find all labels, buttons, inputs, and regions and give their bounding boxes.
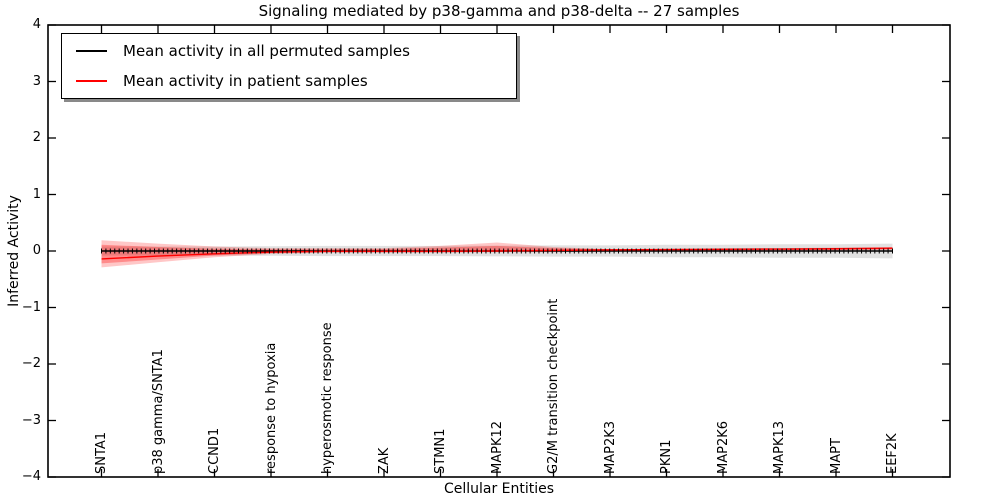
patient-line-swatch <box>76 79 107 82</box>
x-axis-tick-label: response to hypoxia <box>263 342 279 474</box>
x-axis-tick-label: MAPT <box>828 438 844 474</box>
chart-title: Signaling mediated by p38-gamma and p38-… <box>258 2 740 20</box>
y-axis-tick-label: 2 <box>32 130 41 145</box>
legend: Mean activity in all permuted samples Me… <box>61 33 517 99</box>
x-axis-tick-label: MAP2K6 <box>715 420 731 474</box>
legend-label-patient: Mean activity in patient samples <box>123 71 368 90</box>
y-axis-tick-label: 4 <box>32 17 41 32</box>
x-axis-tick-label: CCND1 <box>207 427 222 474</box>
x-axis-tick-label: MAPK12 <box>489 420 505 474</box>
permuted-line-swatch <box>76 50 107 53</box>
x-axis-tick-label: PKN1 <box>659 439 674 474</box>
y-axis-tick-label: 3 <box>32 73 41 89</box>
x-axis-tick-label: EEF2K <box>885 433 900 474</box>
legend-item-permuted: Mean activity in all permuted samples <box>62 40 516 63</box>
x-axis-tick-label: MAP2K3 <box>602 420 618 474</box>
band-patient-samples-range-outer <box>101 240 893 268</box>
y-axis-tick-label: −2 <box>21 356 41 371</box>
y-axis-tick-label: 1 <box>32 186 41 202</box>
x-axis-tick-label: ZAK <box>376 447 392 474</box>
x-axis-tick-label: SNTA1 <box>94 431 109 474</box>
y-axis-tick-label: −1 <box>21 299 41 315</box>
x-axis-tick-label: G2/M transition checkpoint <box>546 298 561 474</box>
legend-item-patient: Mean activity in patient samples <box>62 70 516 93</box>
y-axis-tick-label: −4 <box>21 469 41 484</box>
line-series-1 <box>101 247 893 260</box>
x-axis-tick-label: p38 gamma/SNTA1 <box>150 349 166 474</box>
x-axis-label: Cellular Entities <box>443 481 555 497</box>
x-axis-tick-label: STMN1 <box>433 428 448 474</box>
y-axis-tick-label: 0 <box>32 243 41 258</box>
x-axis-tick-label: MAPK13 <box>772 420 787 474</box>
y-axis-tick-label: −3 <box>21 412 41 428</box>
legend-label-permuted: Mean activity in all permuted samples <box>123 42 410 61</box>
x-axis-tick-label: hyperosmotic response <box>320 322 335 474</box>
